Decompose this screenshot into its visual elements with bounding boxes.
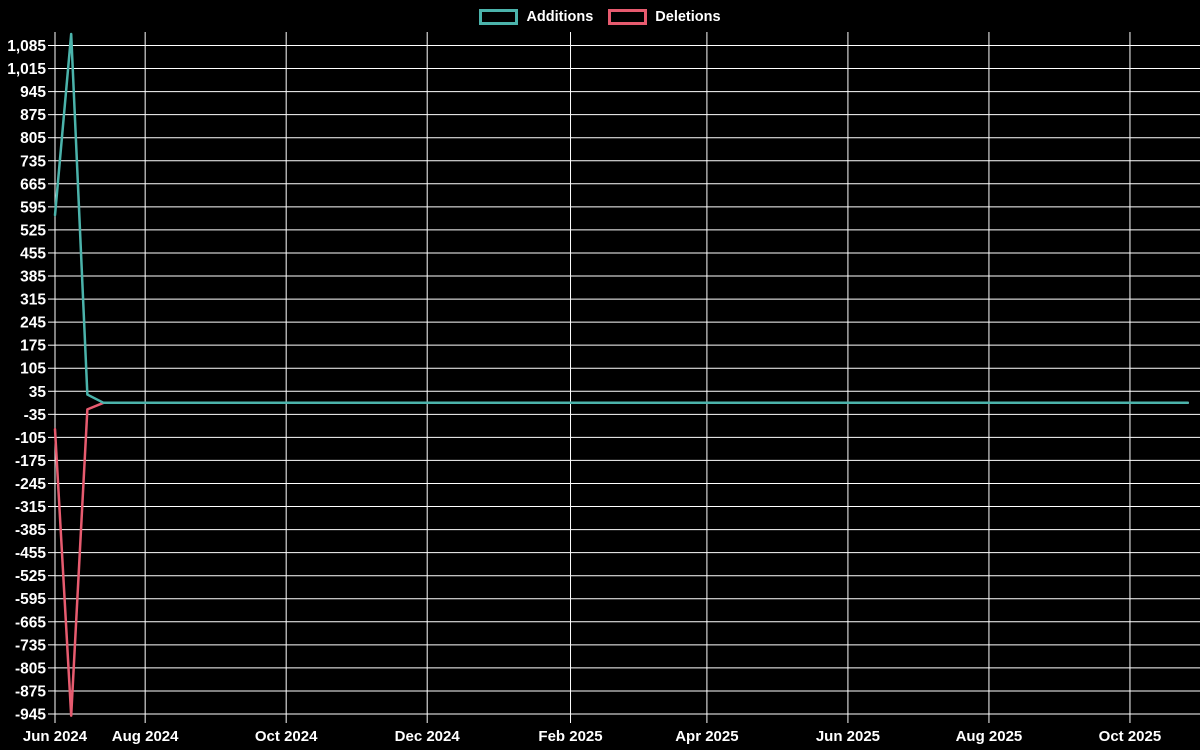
y-tick-label: 595	[20, 199, 46, 216]
legend-swatch-additions-icon	[479, 9, 519, 25]
legend-item-deletions[interactable]: Deletions	[608, 9, 721, 25]
x-tick-label: Jun 2024	[23, 728, 88, 745]
y-tick-label: 315	[20, 292, 46, 309]
chart-legend: Additions Deletions	[0, 9, 1200, 25]
x-tick-label: Aug 2025	[956, 728, 1023, 745]
x-tick-label: Oct 2025	[1099, 728, 1162, 745]
y-tick-label: -525	[15, 568, 46, 585]
x-tick-label: Feb 2025	[538, 728, 602, 745]
legend-label-additions: Additions	[526, 9, 594, 25]
y-tick-label: 105	[20, 361, 46, 378]
y-tick-label: -175	[15, 453, 46, 470]
y-tick-label: -805	[15, 660, 46, 677]
y-tick-label: -245	[15, 476, 46, 493]
y-tick-label: 735	[20, 153, 46, 170]
x-tick-label: Dec 2024	[395, 728, 461, 745]
y-tick-label: 525	[20, 222, 46, 239]
x-tick-label: Jun 2025	[816, 728, 880, 745]
y-tick-label: 175	[20, 338, 46, 355]
y-tick-label: 665	[20, 176, 46, 193]
legend-label-deletions: Deletions	[655, 9, 721, 25]
y-tick-label: -665	[15, 614, 46, 631]
y-tick-label: 35	[29, 384, 47, 401]
y-tick-label: 1,015	[7, 61, 46, 78]
legend-swatch-deletions-icon	[608, 9, 648, 25]
y-tick-label: -35	[24, 407, 47, 424]
y-tick-label: 945	[20, 84, 46, 101]
x-tick-label: Oct 2024	[255, 728, 318, 745]
y-tick-label: -595	[15, 591, 46, 608]
y-tick-label: -455	[15, 545, 46, 562]
y-tick-label: -385	[15, 522, 46, 539]
y-tick-label: 455	[20, 245, 46, 262]
y-tick-label: -105	[15, 430, 46, 447]
y-tick-label: -945	[15, 707, 46, 724]
legend-item-additions[interactable]: Additions	[479, 9, 593, 25]
x-tick-label: Apr 2025	[675, 728, 738, 745]
y-tick-label: 245	[20, 315, 46, 332]
x-tick-label: Aug 2024	[112, 728, 179, 745]
additions-line	[53, 32, 1190, 405]
y-tick-label: 1,085	[7, 38, 46, 55]
deletions-line	[53, 401, 1190, 717]
y-tick-label: -735	[15, 637, 46, 654]
y-tick-label: 805	[20, 130, 46, 147]
y-tick-label: 385	[20, 269, 46, 286]
y-tick-label: -875	[15, 683, 46, 700]
y-tick-label: 875	[20, 107, 46, 124]
y-tick-label: -315	[15, 499, 46, 516]
